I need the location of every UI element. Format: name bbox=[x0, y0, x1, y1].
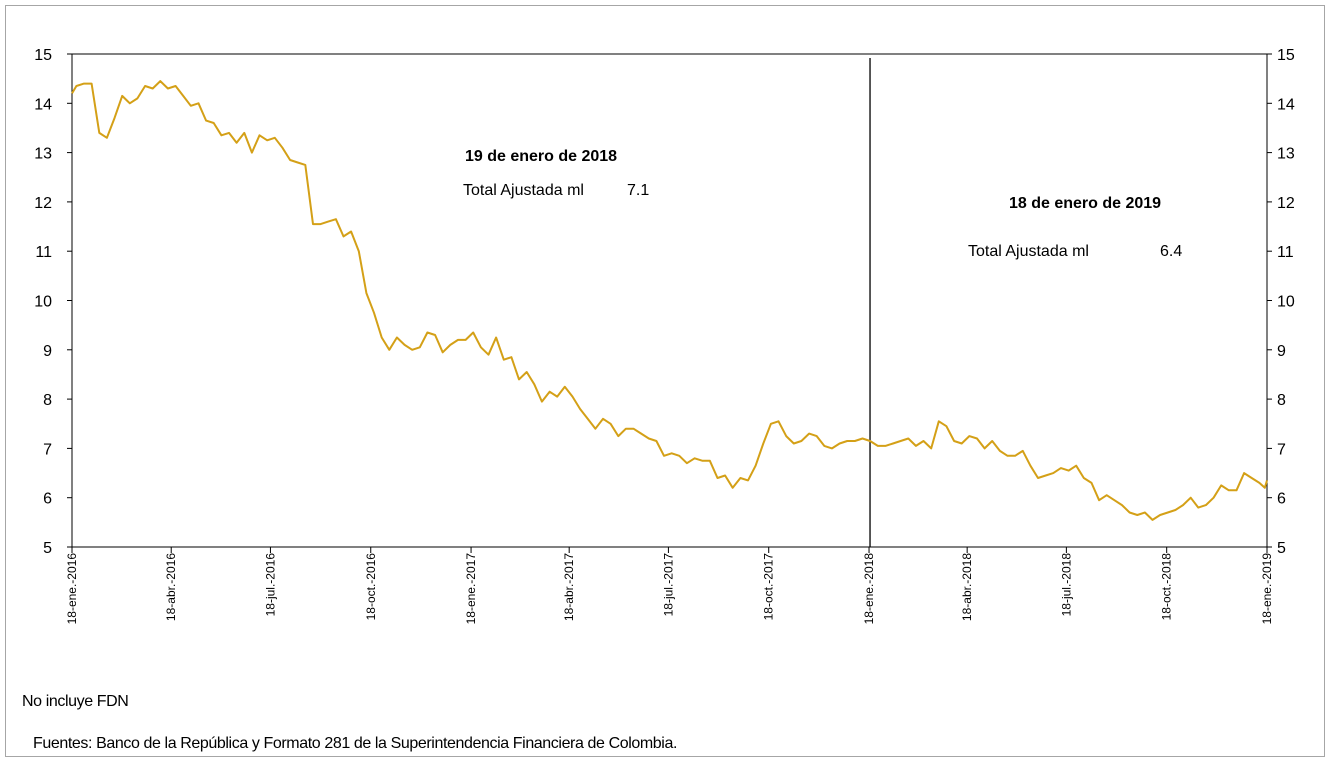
x-tick-label: 18-jul.-2016 bbox=[263, 553, 277, 617]
y-tick-label-right: 10 bbox=[1277, 294, 1295, 311]
y-tick-label-left: 14 bbox=[34, 96, 52, 113]
plot-area-border bbox=[72, 54, 1267, 547]
y-tick-label-left: 13 bbox=[34, 146, 52, 163]
y-tick-label-right: 8 bbox=[1277, 392, 1286, 409]
y-tick-label-right: 12 bbox=[1277, 195, 1295, 212]
y-tick-label-left: 5 bbox=[43, 540, 52, 557]
y-tick-label-left: 10 bbox=[34, 294, 52, 311]
y-tick-label-left: 15 bbox=[34, 47, 52, 64]
y-tick-label-right: 13 bbox=[1277, 146, 1295, 163]
y-tick-label-left: 9 bbox=[43, 343, 52, 360]
annotation-2019-value: 6.4 bbox=[1160, 243, 1182, 260]
x-tick-label: 18-abr.-2016 bbox=[164, 553, 178, 621]
x-tick-label: 18-abr.-2018 bbox=[960, 553, 974, 621]
x-tick-label: 18-oct.-2018 bbox=[1160, 553, 1174, 621]
x-tick-label: 18-oct.-2017 bbox=[762, 553, 776, 621]
y-tick-label-left: 12 bbox=[34, 195, 52, 212]
y-tick-label-right: 6 bbox=[1277, 491, 1286, 508]
annotation-2019-label: Total Ajustada ml bbox=[968, 243, 1089, 260]
sources-note: Fuentes: Banco de la República y Formato… bbox=[33, 735, 677, 753]
y-tick-label-left: 8 bbox=[43, 392, 52, 409]
x-tick-label: 18-abr.-2017 bbox=[562, 553, 576, 621]
x-tick-label: 18-jul.-2017 bbox=[661, 553, 675, 617]
y-tick-label-right: 14 bbox=[1277, 96, 1295, 113]
y-tick-label-right: 15 bbox=[1277, 47, 1295, 64]
x-tick-label: 18-oct.-2016 bbox=[364, 553, 378, 621]
chart-axes bbox=[72, 54, 1267, 547]
chart-series bbox=[72, 81, 1267, 520]
chart-ticks: 5 5 6 6 7 7 8 8 9 9 10 10 11 11 12 12 13 13 14 14 15 15 18-ene… bbox=[34, 47, 1295, 624]
y-tick-label-right: 11 bbox=[1277, 244, 1294, 261]
annotation-2018-value: 7.1 bbox=[627, 182, 649, 199]
annotation-2018-label: Total Ajustada ml bbox=[463, 182, 584, 199]
line-chart: 5 5 6 6 7 7 8 8 9 9 10 10 11 11 12 12 13 13 14 14 15 15 18-ene… bbox=[0, 0, 1331, 680]
y-tick-label-left: 7 bbox=[43, 441, 52, 458]
x-tick-label: 18-ene.-2017 bbox=[464, 553, 478, 625]
y-tick-label-right: 7 bbox=[1277, 441, 1286, 458]
x-tick-label: 18-ene.-2019 bbox=[1260, 553, 1274, 625]
y-tick-label-left: 6 bbox=[43, 491, 52, 508]
annotation-2019-date: 18 de enero de 2019 bbox=[1009, 195, 1161, 212]
x-tick-label: 18-ene.-2018 bbox=[862, 553, 876, 625]
x-tick-label: 18-jul.-2018 bbox=[1059, 553, 1073, 617]
x-tick-label: 18-ene.-2016 bbox=[65, 553, 79, 625]
y-tick-label-right: 5 bbox=[1277, 540, 1286, 557]
annotation-2018-date: 19 de enero de 2018 bbox=[465, 148, 617, 165]
y-tick-label-left: 11 bbox=[35, 244, 52, 261]
series-line bbox=[72, 81, 1267, 520]
y-tick-label-right: 9 bbox=[1277, 343, 1286, 360]
exclusion-note: No incluye FDN bbox=[22, 693, 128, 711]
